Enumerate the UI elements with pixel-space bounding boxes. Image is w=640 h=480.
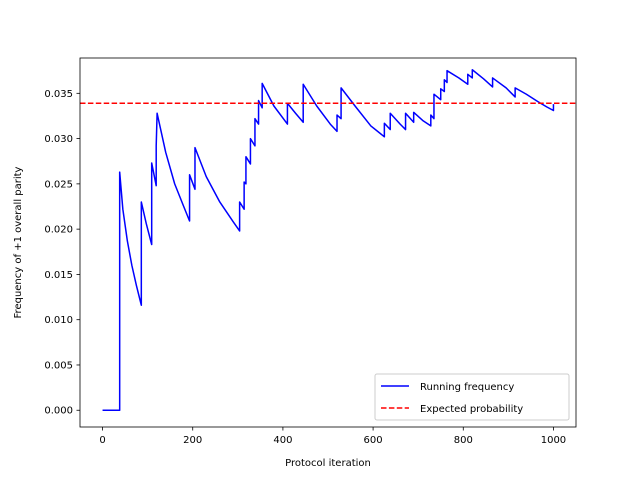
y-tick-label: 0.000 — [44, 406, 73, 417]
y-tick-label: 0.005 — [44, 360, 73, 371]
y-tick-label: 0.020 — [44, 225, 73, 236]
legend-label-expected-probability: Expected probability — [420, 404, 523, 415]
legend-box — [374, 373, 570, 421]
y-tick-label: 0.025 — [44, 179, 73, 190]
y-tick-label: 0.030 — [44, 134, 73, 145]
y-tick-label: 0.015 — [44, 270, 73, 281]
x-axis: 0 200 400 600 800 1000 — [99, 427, 566, 446]
x-tick-label: 800 — [454, 435, 473, 446]
y-axis-label: Frequency of +1 overall parity — [13, 166, 24, 318]
series-line-running-frequency — [102, 69, 555, 411]
x-tick-label: 1000 — [541, 435, 566, 446]
x-tick-label: 400 — [273, 435, 292, 446]
x-tick-label: 200 — [183, 435, 202, 446]
y-axis: 0.000 0.005 0.010 0.015 0.020 0.025 0.030 0.035 — [44, 89, 80, 417]
x-axis-label: Protocol iteration — [285, 458, 371, 469]
x-tick-label: 600 — [364, 435, 383, 446]
x-tick-label: 0 — [99, 435, 105, 446]
series-layer — [80, 69, 576, 411]
plot-area — [79, 57, 577, 428]
legend-label-running-frequency: Running frequency — [420, 382, 514, 393]
plot-frame — [79, 57, 577, 428]
legend: Running frequency Expected probability — [374, 373, 570, 421]
y-tick-label: 0.010 — [44, 315, 73, 326]
y-tick-label: 0.035 — [44, 89, 73, 100]
